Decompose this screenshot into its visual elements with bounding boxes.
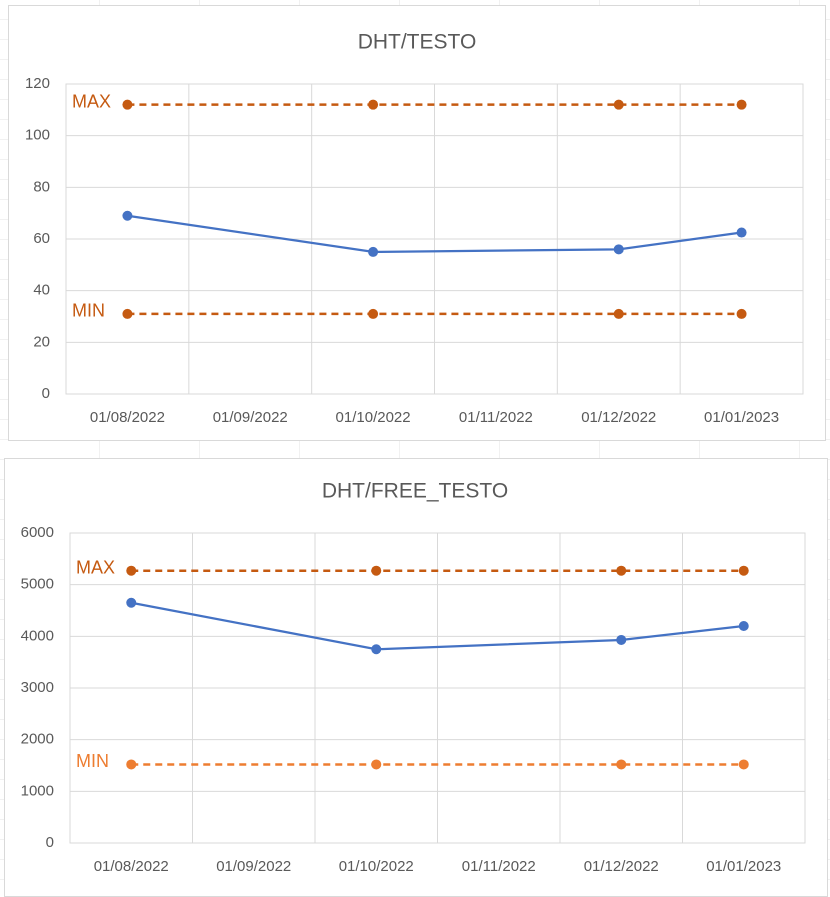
series-label: MAX [76,557,115,577]
x-tick-label: 01/08/2022 [94,858,169,875]
series-label: MIN [76,751,109,771]
data-point [122,308,133,319]
data-point [368,246,379,257]
series-label: MAX [72,91,111,111]
data-point [122,99,133,110]
chart-title: DHT/FREE_TESTO [322,480,508,503]
data-point [738,759,749,770]
x-tick-label: 01/11/2022 [459,409,533,426]
y-tick-label: 6000 [21,524,54,541]
data-point [736,99,747,110]
x-tick-label: 01/10/2022 [336,409,411,426]
y-tick-label: 40 [33,282,50,299]
data-point [371,565,382,576]
x-tick-label: 01/09/2022 [213,409,288,426]
x-tick-label: 01/09/2022 [216,858,291,875]
data-point [613,244,624,255]
data-point [126,565,137,576]
data-point [368,308,379,319]
data-point [738,565,749,576]
y-tick-label: 60 [33,230,50,247]
y-tick-label: 20 [33,333,50,350]
chart-title: DHT/TESTO [358,31,477,54]
series-line [131,601,744,651]
data-point [368,99,379,110]
data-point [126,597,137,608]
data-point [736,227,747,238]
y-tick-label: 4000 [21,627,54,644]
y-tick-label: 3000 [21,679,54,696]
x-tick-label: 01/01/2023 [706,858,781,875]
series-line [127,214,742,254]
y-tick-label: 0 [42,385,50,402]
data-point [613,308,624,319]
x-tick-label: 01/11/2022 [462,858,536,875]
plot-area [65,83,804,395]
chart-frame [8,5,826,441]
x-tick-label: 01/12/2022 [581,409,656,426]
y-tick-label: 120 [25,75,50,92]
x-tick-label: 01/08/2022 [90,409,165,426]
data-point [736,308,747,319]
data-point [126,759,137,770]
data-point [616,759,627,770]
data-point [122,210,133,221]
y-tick-label: 100 [25,127,50,144]
data-point [613,99,624,110]
x-tick-label: 01/01/2023 [704,409,779,426]
data-point [371,644,382,655]
chart-frame [4,458,828,897]
data-point [616,565,627,576]
data-point [371,759,382,770]
data-point [738,621,749,631]
x-tick-label: 01/12/2022 [584,858,659,875]
y-tick-label: 5000 [21,576,54,593]
series-label: MIN [72,301,105,321]
x-tick-label: 01/10/2022 [339,858,414,875]
y-tick-label: 2000 [21,731,54,748]
plot-area [69,532,806,844]
y-tick-label: 1000 [21,782,54,799]
data-point [616,634,627,645]
y-tick-label: 0 [46,834,54,851]
y-tick-label: 80 [33,178,50,195]
